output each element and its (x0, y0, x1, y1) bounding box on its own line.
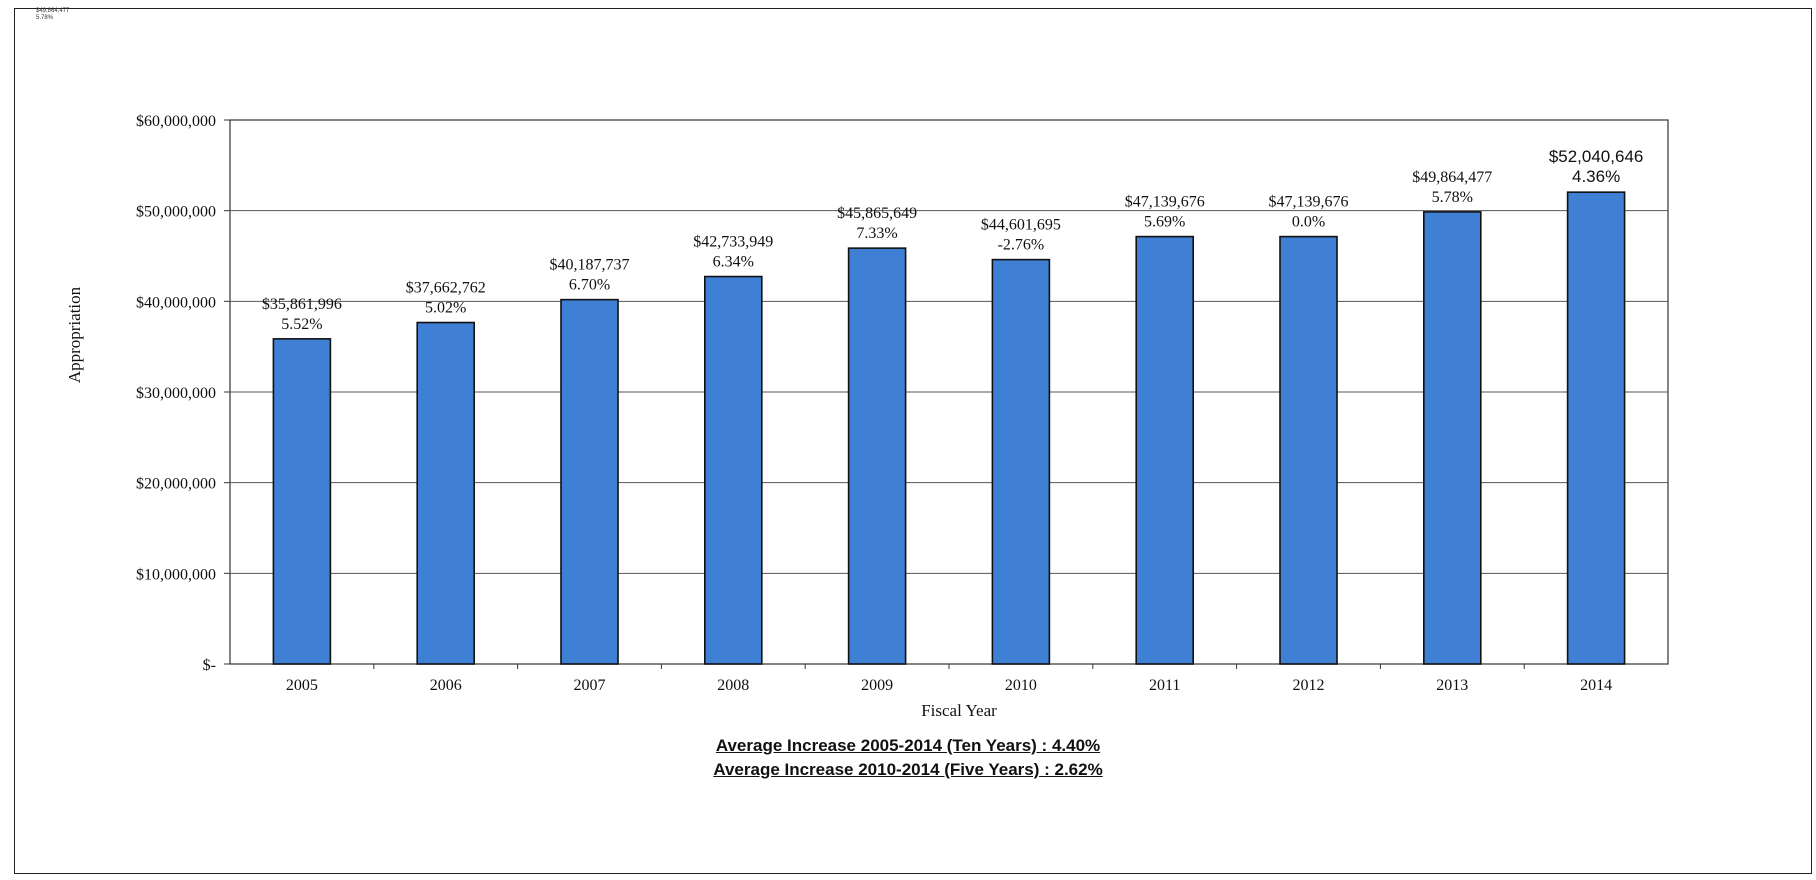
page-frame (14, 8, 1812, 874)
value-label: $49,864,477 (1412, 169, 1492, 186)
bar (847, 247, 907, 665)
corner-note-line-1: $49,864,477 (36, 8, 70, 14)
y-tick-label: $20,000,000 (136, 476, 216, 493)
y-tick-label: $60,000,000 (136, 113, 216, 130)
x-tick-label: 2014 (1580, 677, 1612, 694)
percent-label: 5.78% (1432, 189, 1473, 206)
value-label: $47,139,676 (1269, 194, 1349, 211)
value-label: $40,187,737 (550, 257, 630, 274)
percent-label: -2.76% (998, 237, 1045, 254)
y-tick-label: $50,000,000 (136, 204, 216, 221)
x-tick-label: 2012 (1293, 677, 1325, 694)
percent-label: 6.70% (569, 277, 610, 294)
x-tick-label: 2009 (861, 677, 893, 694)
data-labels: $35,861,996 5.52% $37,662,762 5.02% $40,187,… (262, 147, 1643, 333)
y-tick-label: $- (203, 657, 216, 674)
value-label: $45,865,649 (837, 205, 917, 222)
percent-label: 5.52% (281, 316, 322, 333)
value-label: $47,139,676 (1125, 194, 1205, 211)
x-tick-label: 2011 (1149, 677, 1180, 694)
y-axis: $- $10,000,000 $20,000,000 $30,000,000 $40,0… (136, 113, 230, 674)
percent-label: 5.02% (425, 300, 466, 317)
percent-label: 7.33% (856, 225, 897, 242)
bar (560, 298, 619, 665)
bar (1279, 235, 1338, 665)
bar (1423, 211, 1482, 665)
y-tick-label: $10,000,000 (136, 566, 216, 583)
bar (991, 258, 1051, 665)
bar (272, 338, 332, 665)
percent-label: 4.36% (1572, 167, 1620, 186)
percent-label: 0.0% (1292, 214, 1325, 231)
percent-label: 5.69% (1144, 214, 1185, 231)
x-tick-label: 2008 (717, 677, 749, 694)
value-label: $35,861,996 (262, 296, 342, 313)
x-tick-label: 2005 (286, 677, 318, 694)
bar (416, 321, 476, 665)
bar (703, 275, 763, 665)
corner-note-line-2: 5.78% (36, 15, 54, 21)
percent-label: 6.34% (713, 254, 754, 271)
average-increase-five-years: Average Increase 2010-2014 (Five Years) … (713, 760, 1103, 779)
x-tick-label: 2007 (574, 677, 606, 694)
value-label: $44,601,695 (981, 217, 1061, 234)
average-increase-ten-years: Average Increase 2005-2014 (Ten Years) :… (715, 736, 1101, 755)
bars (272, 191, 1626, 665)
value-label: $42,733,949 (693, 234, 773, 251)
value-label: $37,662,762 (406, 280, 486, 297)
corner-note: $49,864,477 5.78% (36, 8, 69, 22)
y-tick-label: $30,000,000 (136, 385, 216, 402)
x-axis: 2005 2006 2007 2008 2009 2010 2011 2012 2013 2014 (286, 664, 1612, 694)
x-axis-title: Fiscal Year (921, 701, 997, 720)
value-label: $52,040,646 (1549, 147, 1644, 166)
bar (1566, 191, 1626, 665)
x-tick-label: 2013 (1436, 677, 1468, 694)
bar (1135, 235, 1194, 665)
y-axis-title: Appropriation (65, 286, 84, 383)
x-tick-label: 2006 (430, 677, 462, 694)
y-tick-label: $40,000,000 (136, 294, 216, 311)
x-tick-label: 2010 (1005, 677, 1037, 694)
